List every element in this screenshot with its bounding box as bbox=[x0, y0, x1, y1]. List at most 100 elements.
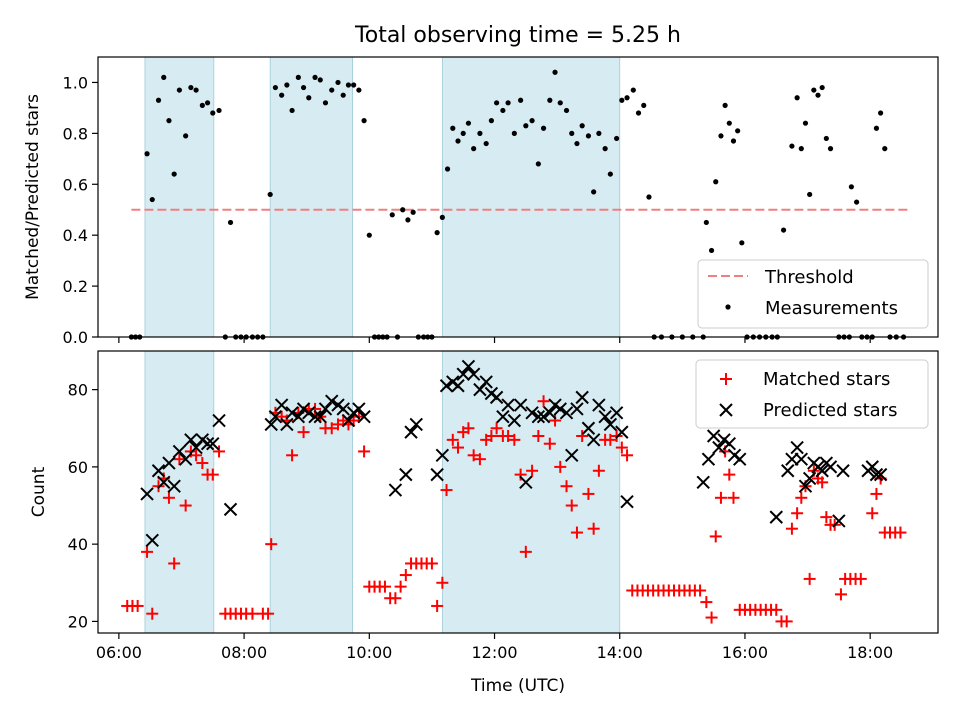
predicted-star-point bbox=[802, 471, 817, 486]
top-shaded-window bbox=[269, 56, 354, 338]
matched-star-point bbox=[727, 491, 740, 504]
predicted-star-point bbox=[696, 475, 710, 490]
matched-star-point bbox=[309, 402, 322, 415]
measurement-point bbox=[630, 87, 636, 93]
predicted-star-point bbox=[559, 406, 574, 420]
matched-star-point bbox=[378, 580, 391, 593]
predicted-star-point bbox=[466, 367, 481, 381]
matched-star-point bbox=[146, 607, 159, 620]
matched-star-point bbox=[621, 449, 634, 462]
matched-star-point bbox=[537, 395, 550, 408]
predicted-star-point bbox=[172, 444, 187, 459]
predicted-star-point bbox=[456, 367, 470, 381]
measurement-point bbox=[216, 107, 222, 114]
measurement-point bbox=[340, 92, 346, 98]
predicted-star-point bbox=[341, 413, 356, 428]
chart-title: Total observing time = 5.25 h bbox=[354, 23, 681, 48]
measurement-point bbox=[563, 107, 570, 114]
measurement-point bbox=[635, 110, 642, 116]
measurement-point bbox=[596, 130, 602, 136]
measurement-point bbox=[848, 184, 854, 190]
bottom-y-tick-label: 20 bbox=[68, 612, 88, 631]
measurement-point bbox=[488, 118, 494, 124]
measurement-point bbox=[552, 69, 558, 75]
predicted-star-point bbox=[157, 475, 171, 490]
bottom-x-axis: 06:00 08:00 10:00 12:00 14:00 16:00 18:00 bbox=[96, 633, 893, 662]
measurement-point bbox=[641, 102, 647, 108]
matched-star-point bbox=[131, 599, 144, 612]
predicted-star-point bbox=[451, 379, 465, 393]
measurement-point bbox=[523, 123, 529, 129]
top-y-axis: 0.0 0.2 0.4 0.6 0.8 1.0 bbox=[63, 73, 98, 347]
matched-star-point bbox=[173, 453, 186, 466]
measurement-point bbox=[176, 87, 182, 93]
matched-star-point bbox=[514, 468, 527, 481]
matched-star-point bbox=[592, 464, 605, 477]
measurement-point bbox=[624, 95, 630, 101]
top-legend: Threshold Measurements bbox=[697, 259, 929, 329]
predicted-star-point bbox=[274, 398, 289, 412]
matched-star-point bbox=[866, 507, 879, 520]
measurement-point bbox=[199, 102, 205, 108]
predicted-star-point bbox=[313, 409, 327, 424]
predicted-star-point bbox=[178, 452, 193, 466]
matched-star-point bbox=[440, 484, 453, 497]
measurement-point bbox=[511, 130, 517, 136]
predicted-star-point bbox=[592, 398, 606, 412]
predicted-star-point bbox=[357, 409, 371, 424]
measurement-point bbox=[405, 217, 411, 223]
measurement-point bbox=[811, 87, 817, 93]
measurement-point bbox=[518, 97, 524, 103]
matched-star-point bbox=[694, 584, 707, 597]
predicted-star-point bbox=[869, 467, 884, 482]
predicted-star-point bbox=[461, 359, 476, 374]
legend-predicted-swatch bbox=[719, 403, 733, 417]
predicted-star-point bbox=[531, 409, 546, 424]
matched-star-point bbox=[213, 445, 226, 458]
matched-star-point bbox=[587, 522, 600, 535]
matched-star-point bbox=[462, 422, 475, 435]
measurement-point bbox=[439, 214, 445, 220]
bottom-y-tick-label: 60 bbox=[68, 458, 88, 477]
measurement-point bbox=[272, 84, 278, 91]
predicted-star-point bbox=[733, 452, 747, 466]
matched-star-point bbox=[816, 476, 829, 489]
measurement-point bbox=[718, 133, 724, 139]
predicted-star-point bbox=[206, 437, 220, 451]
predicted-star-point bbox=[873, 467, 888, 482]
matched-star-point bbox=[526, 464, 539, 477]
matched-star-point bbox=[770, 603, 783, 616]
predicted-star-point bbox=[798, 479, 813, 493]
predicted-star-point bbox=[525, 406, 539, 420]
measurement-point bbox=[444, 166, 451, 172]
predicted-star-point bbox=[496, 409, 510, 424]
matched-star-point bbox=[780, 615, 793, 628]
measurement-point bbox=[873, 125, 880, 131]
matched-star-point bbox=[431, 599, 444, 612]
matched-star-point bbox=[834, 588, 847, 601]
legend-measurements-label: Measurements bbox=[765, 298, 898, 319]
predicted-star-point bbox=[769, 510, 783, 524]
measurement-point bbox=[193, 87, 199, 93]
matched-star-point bbox=[705, 611, 718, 624]
predicted-star-point bbox=[815, 464, 829, 478]
matched-star-point bbox=[870, 487, 883, 500]
matched-star-point bbox=[519, 545, 532, 558]
matched-star-point bbox=[297, 426, 310, 439]
measurement-point bbox=[477, 130, 483, 136]
measurement-point bbox=[815, 92, 821, 98]
predicted-star-point bbox=[519, 475, 533, 490]
measurement-point bbox=[827, 146, 834, 152]
bottom-x-tick-label: 08:00 bbox=[221, 643, 267, 662]
top-shaded-window bbox=[144, 56, 215, 338]
measurement-point bbox=[356, 87, 362, 93]
measurement-point bbox=[569, 130, 575, 136]
bottom-legend-box bbox=[695, 359, 929, 429]
legend-matched-swatch bbox=[720, 373, 732, 385]
measurement-point bbox=[161, 74, 167, 80]
measurement-point bbox=[188, 84, 194, 91]
predicted-star-point bbox=[603, 417, 618, 432]
measurement-point bbox=[289, 107, 295, 114]
measurement-point bbox=[802, 120, 809, 126]
bottom-axes-frame bbox=[97, 350, 939, 634]
